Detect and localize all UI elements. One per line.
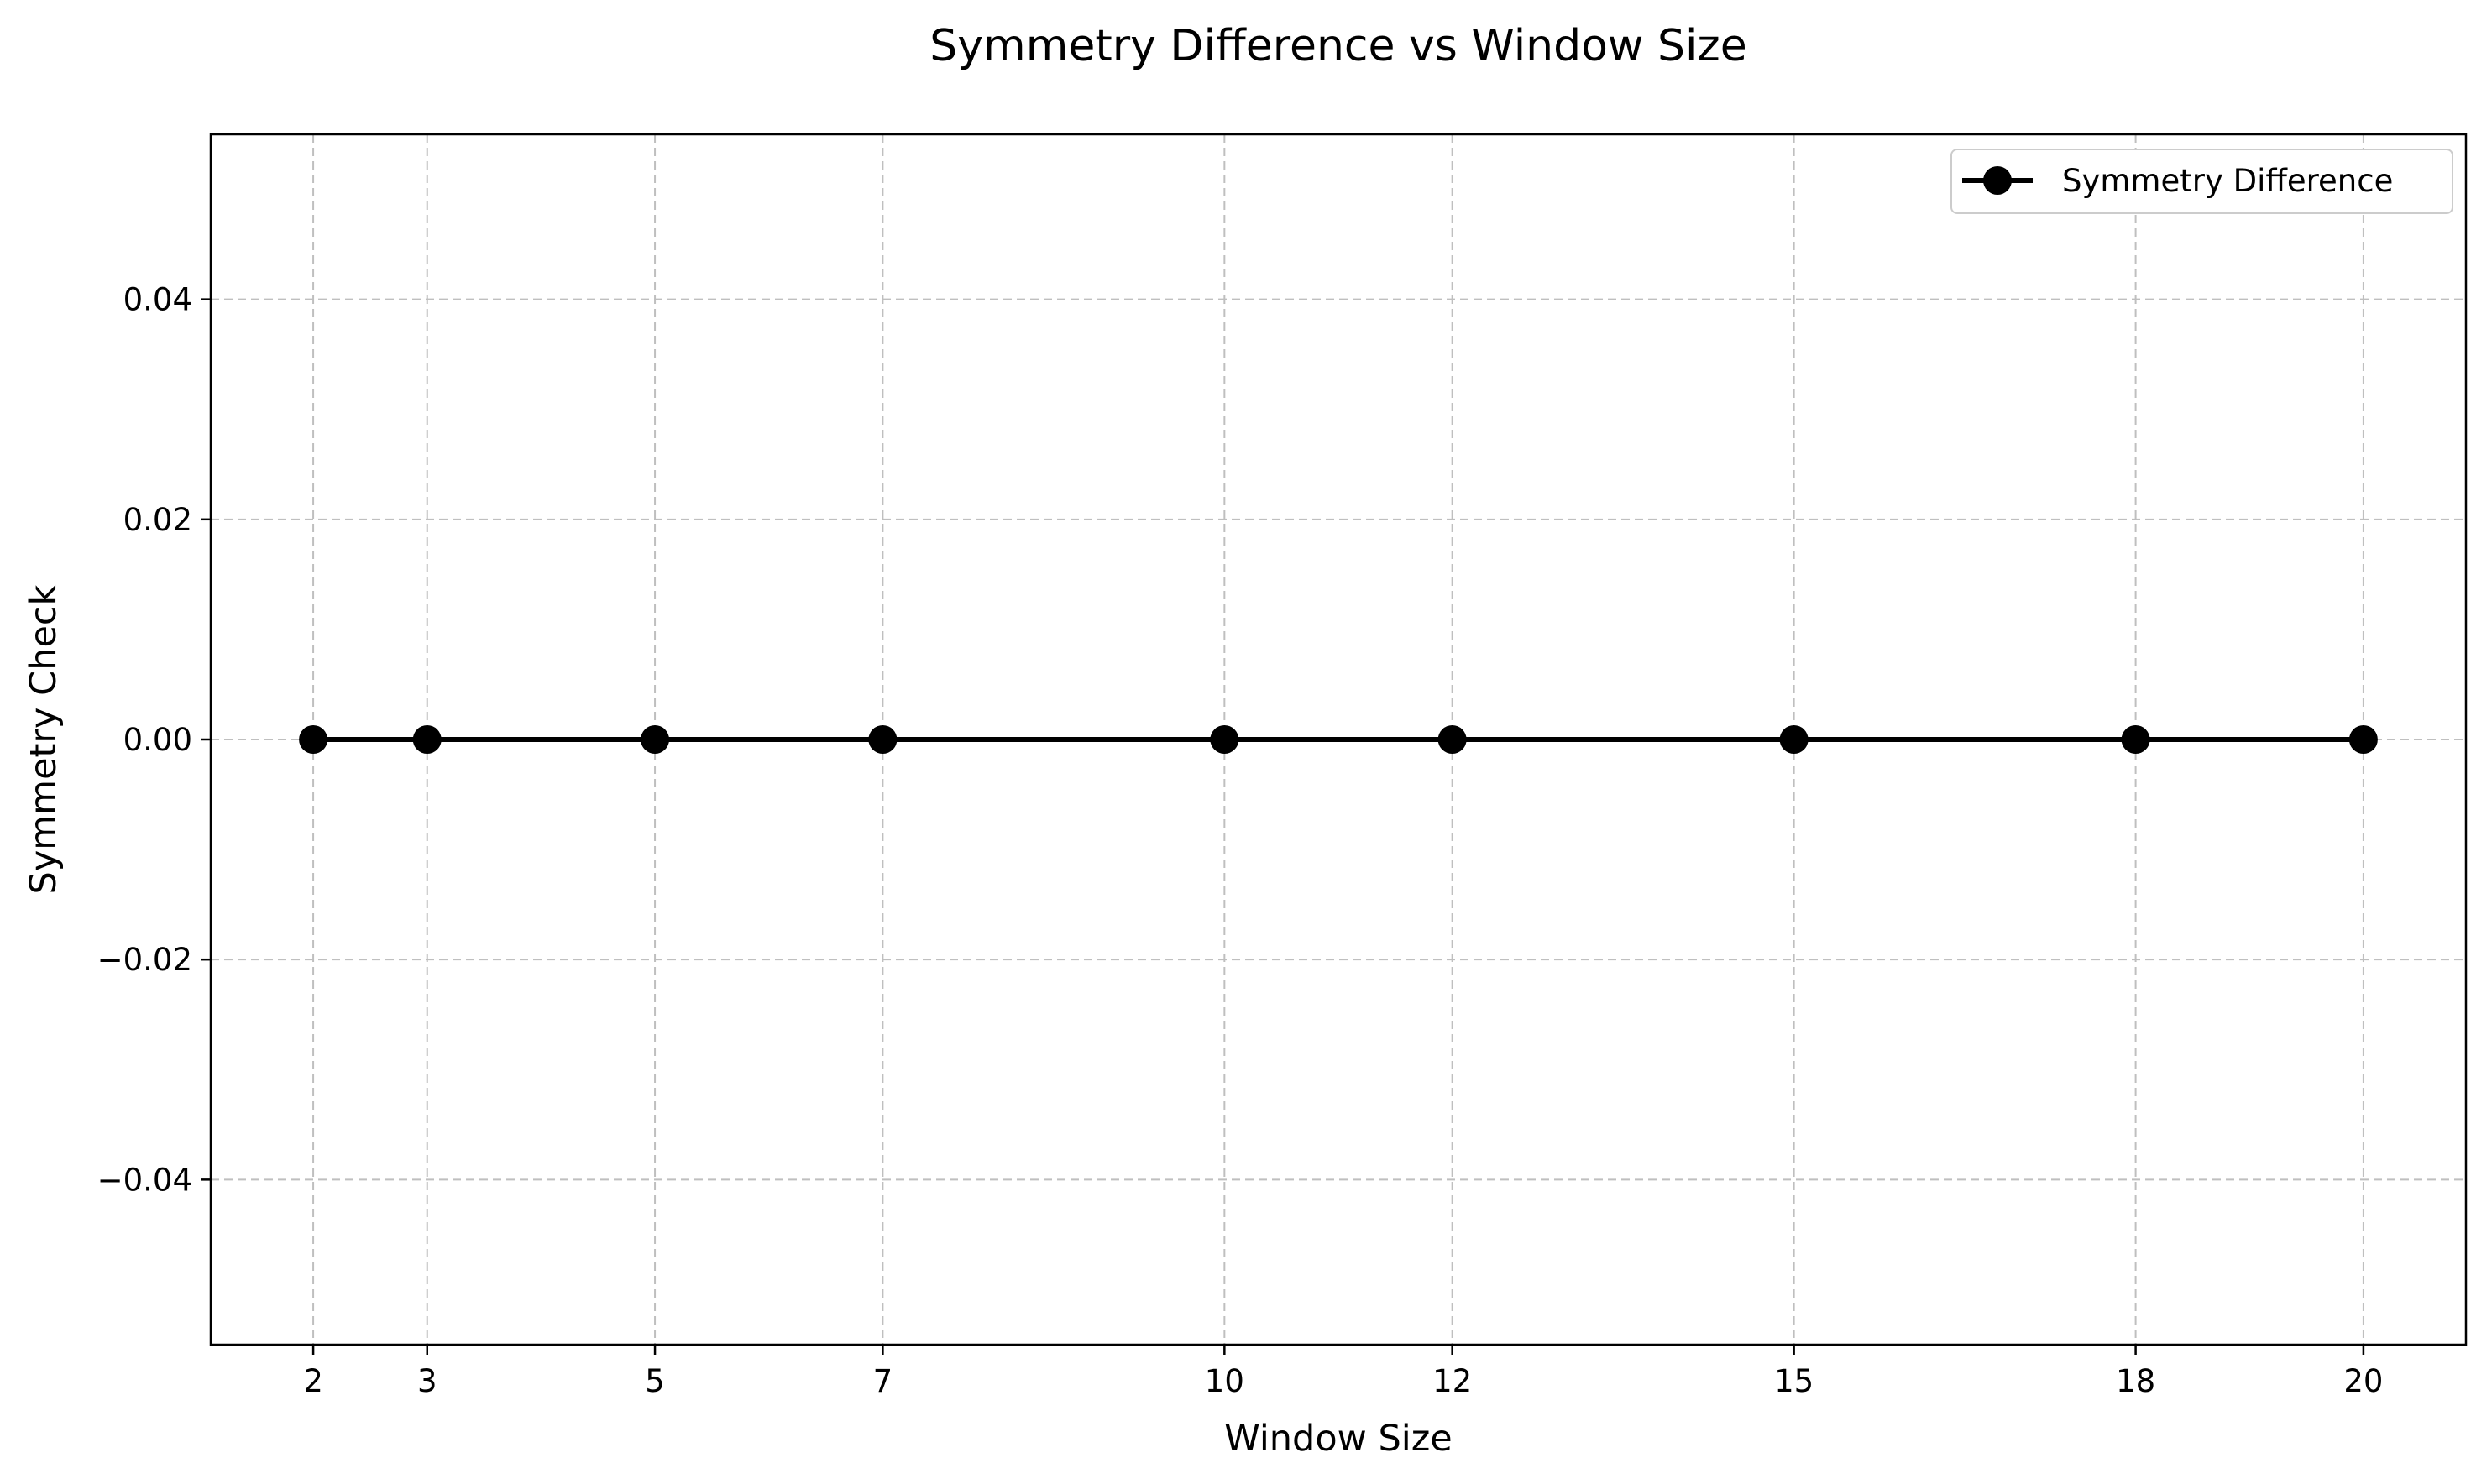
x-tick-label: 10: [1205, 1363, 1244, 1399]
legend-marker: [1983, 166, 2012, 195]
legend-box: [1950, 149, 2453, 214]
data-point: [2348, 725, 2378, 754]
data-point: [641, 725, 670, 754]
data-point: [868, 725, 898, 754]
plot-area: 2 3 5 7 10 12 15 18 20 −0.04 −0.02 0.00 0.02 0.04: [97, 133, 2468, 1399]
x-tick-label: 18: [2116, 1363, 2155, 1399]
y-tick-label: −0.04: [97, 1162, 192, 1198]
y-axis-label: Symmetry Check: [23, 584, 65, 894]
series-layer: [299, 725, 2378, 754]
legend-label: Symmetry Difference: [2062, 163, 2393, 199]
y-tick-label: 0.04: [123, 282, 192, 318]
y-axis-ticks: −0.04 −0.02 0.00 0.02 0.04: [97, 282, 211, 1198]
x-tick-label: 12: [1432, 1363, 1472, 1399]
x-tick-label: 5: [645, 1363, 665, 1399]
x-axis-ticks: 2 3 5 7 10 12 15 18 20: [303, 1345, 2383, 1399]
x-tick-label: 15: [1774, 1363, 1814, 1399]
y-tick-label: 0.02: [123, 502, 192, 538]
x-tick-label: 20: [2343, 1363, 2383, 1399]
data-point: [299, 725, 328, 754]
y-tick-label: 0.00: [123, 722, 192, 758]
chart-title: Symmetry Difference vs Window Size: [929, 21, 1746, 71]
x-tick-label: 3: [417, 1363, 437, 1399]
x-axis-label: Window Size: [1224, 1418, 1452, 1460]
data-point: [1437, 725, 1467, 754]
data-point: [1210, 725, 1239, 754]
x-tick-label: 7: [873, 1363, 893, 1399]
data-point: [412, 725, 442, 754]
legend: Symmetry Difference: [1950, 149, 2453, 214]
x-tick-label: 2: [303, 1363, 323, 1399]
data-point: [1779, 725, 1809, 754]
y-tick-label: −0.02: [97, 942, 192, 978]
data-point: [2121, 725, 2150, 754]
